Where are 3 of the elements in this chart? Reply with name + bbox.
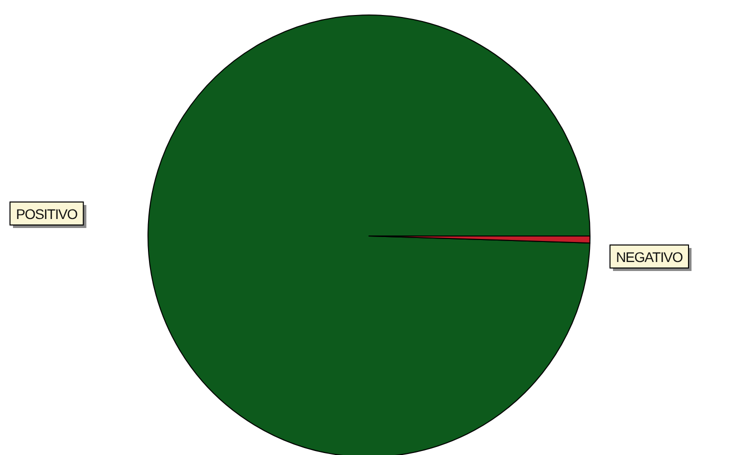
slice-label: POSITIVO xyxy=(16,206,78,222)
slice-label: NEGATIVO xyxy=(616,249,684,265)
pie-slice xyxy=(148,14,590,455)
